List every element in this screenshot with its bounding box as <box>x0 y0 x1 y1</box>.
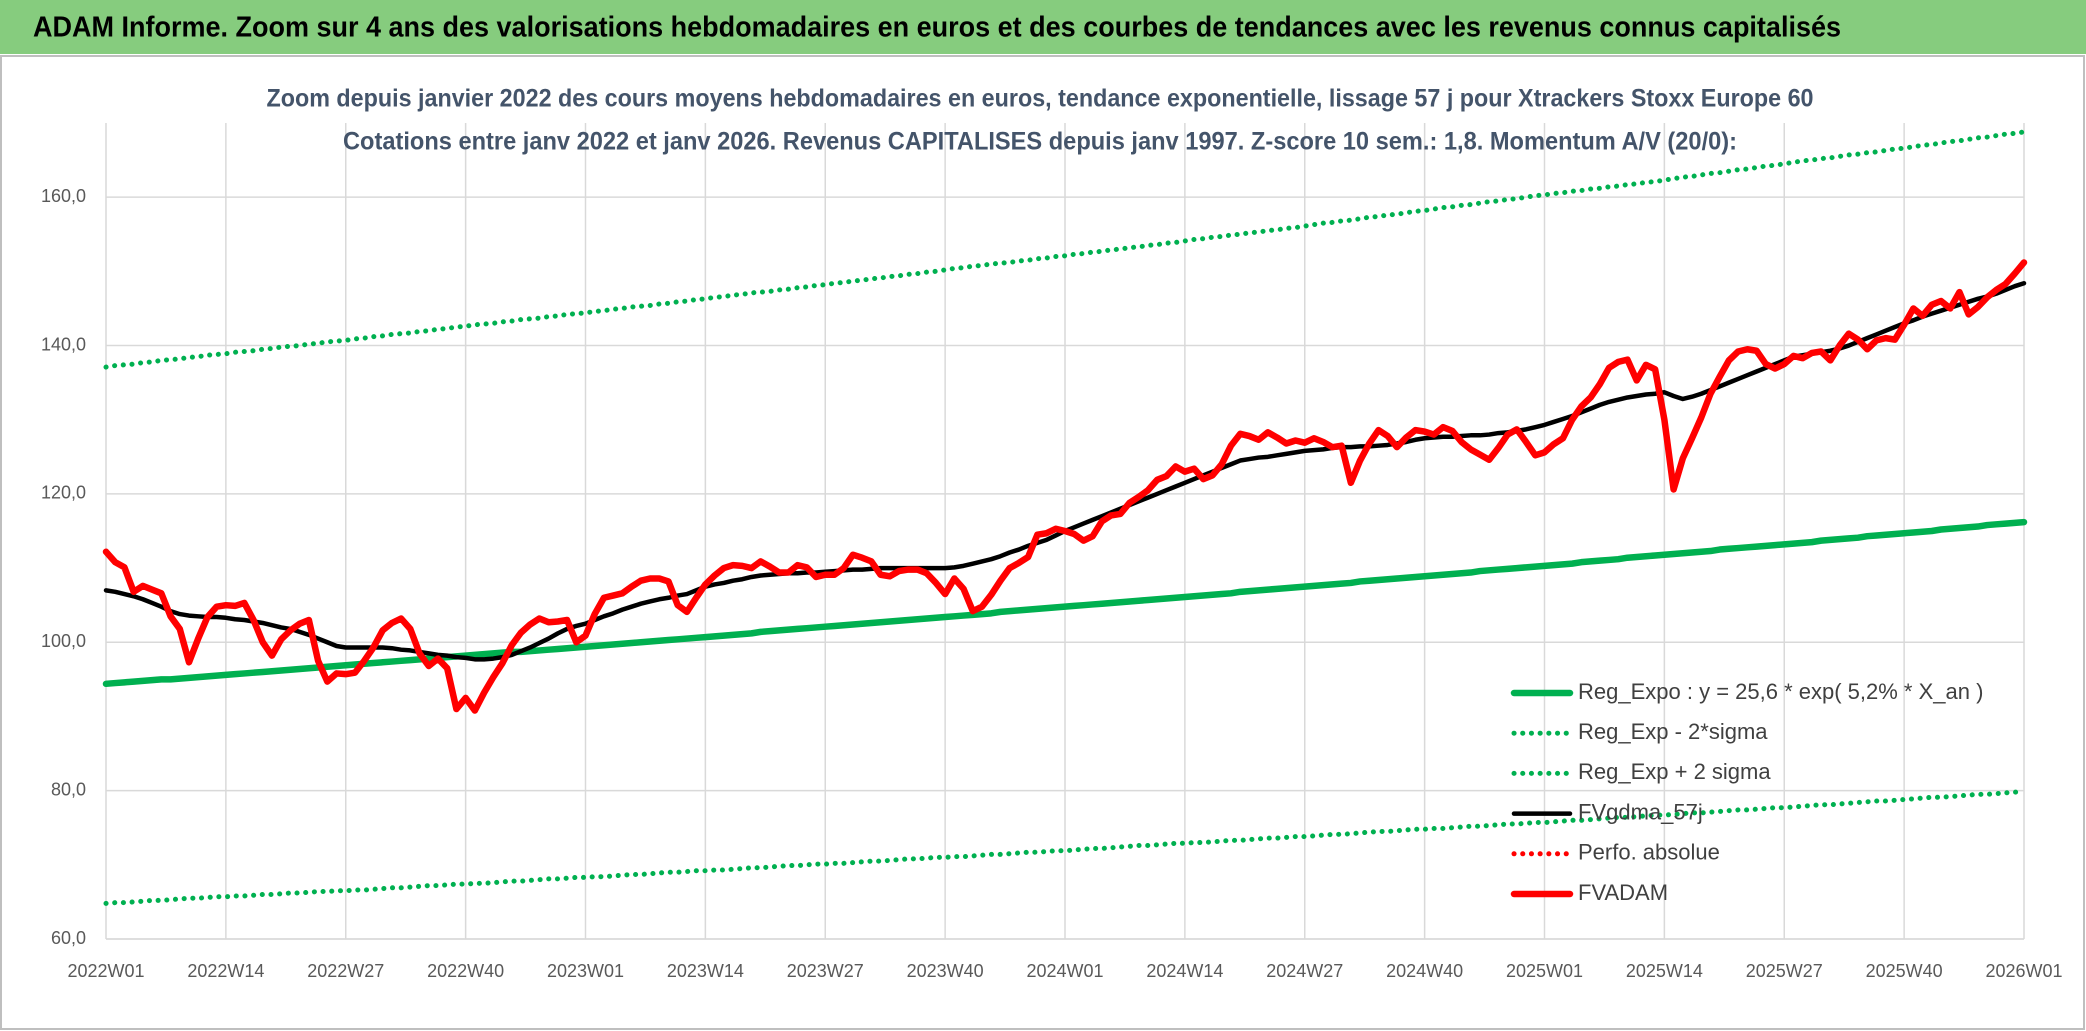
x-tick-label: 2025W14 <box>1626 961 1703 981</box>
header-bar <box>0 0 2086 54</box>
x-tick-label: 2022W01 <box>67 961 144 981</box>
chart-title: Zoom depuis janvier 2022 des cours moyen… <box>267 85 1814 113</box>
x-tick-label: 2024W01 <box>1026 961 1103 981</box>
legend-label: Reg_Expo : y = 25,6 * exp( 5,2% * X_an ) <box>1578 679 1983 704</box>
x-tick-label: 2024W27 <box>1266 961 1343 981</box>
series-line <box>103 789 2027 906</box>
x-tick-label: 2024W40 <box>1386 961 1463 981</box>
chart-frame <box>0 55 2085 1030</box>
x-tick-label: 2024W14 <box>1146 961 1223 981</box>
x-tick-label: 2026W01 <box>1985 961 2062 981</box>
y-tick-label: 140,0 <box>41 334 86 354</box>
legend-label: Perfo. absolue <box>1578 840 1720 865</box>
x-tick-label: 2022W40 <box>427 961 504 981</box>
y-tick-label: 160,0 <box>41 186 86 206</box>
x-tick-label: 2023W14 <box>667 961 744 981</box>
x-tick-label: 2022W14 <box>187 961 264 981</box>
series-line <box>103 129 2027 370</box>
y-tick-label: 100,0 <box>41 631 86 651</box>
legend-label: FVADAM <box>1578 880 1668 905</box>
legend-label: Reg_Exp - 2*sigma <box>1578 719 1768 744</box>
plot-area: 60,0 80,0 100,0 120,0 140,0 160,0 2022W01 2022W… <box>41 123 2063 981</box>
y-tick-label: 80,0 <box>51 779 86 799</box>
x-tick-label: 2023W01 <box>547 961 624 981</box>
legend: Reg_Expo : y = 25,6 * exp( 5,2% * X_an )… <box>1510 679 1983 905</box>
y-tick-label: 60,0 <box>51 928 86 948</box>
legend-label: Reg_Exp + 2 sigma <box>1578 759 1771 784</box>
y-tick-label: 120,0 <box>41 483 86 503</box>
chart-subtitle: Cotations entre janv 2022 et janv 2026. … <box>343 128 1737 156</box>
x-tick-label: 2023W27 <box>787 961 864 981</box>
series-line <box>102 259 2028 714</box>
header-title: ADAM Informe. Zoom sur 4 ans des valoris… <box>33 12 1841 44</box>
x-tick-label: 2025W01 <box>1506 961 1583 981</box>
x-tick-label: 2025W27 <box>1746 961 1823 981</box>
legend-label: FVgdma_57j <box>1578 799 1703 824</box>
x-tick-label: 2022W27 <box>307 961 384 981</box>
x-tick-label: 2025W40 <box>1866 961 1943 981</box>
x-tick-label: 2023W40 <box>907 961 984 981</box>
